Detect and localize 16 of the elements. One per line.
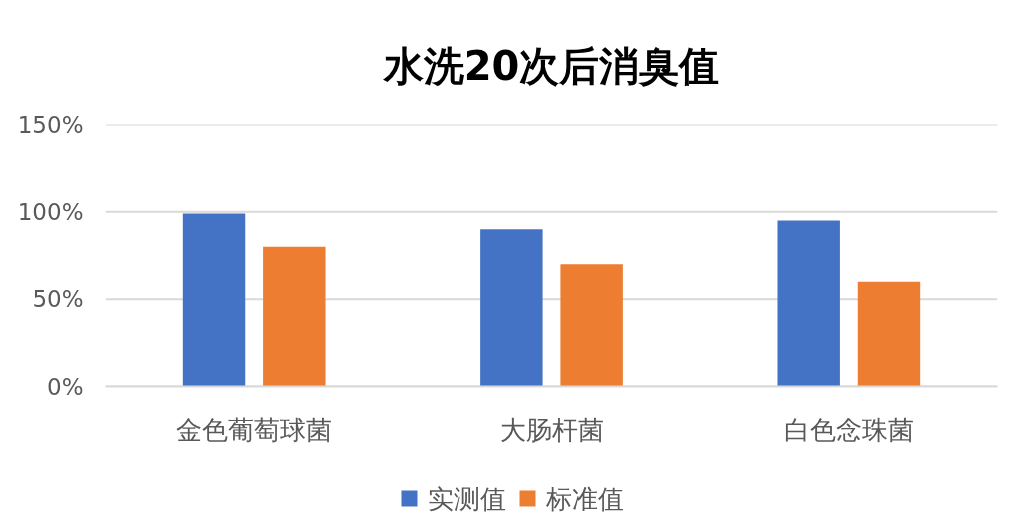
- legend-label: 标准值: [544, 483, 624, 514]
- bar: [560, 264, 623, 387]
- bar: [182, 213, 246, 387]
- chart-title: 水洗20次后消臭值: [381, 42, 720, 89]
- legend-label: 实测值: [427, 483, 506, 514]
- y-tick-label: 100%: [17, 198, 84, 225]
- bar: [480, 229, 543, 387]
- bar: [777, 220, 840, 387]
- x-tick-label: 白色念珠菌: [783, 414, 914, 445]
- x-tick-label: 大肠杆菌: [499, 414, 604, 445]
- x-tick-label: 金色葡萄球菌: [176, 414, 333, 445]
- y-tick-label: 150%: [17, 111, 84, 138]
- y-tick-label: 50%: [32, 286, 84, 313]
- y-tick-label: 0%: [47, 373, 84, 400]
- bar: [857, 281, 921, 387]
- bar: [263, 246, 326, 387]
